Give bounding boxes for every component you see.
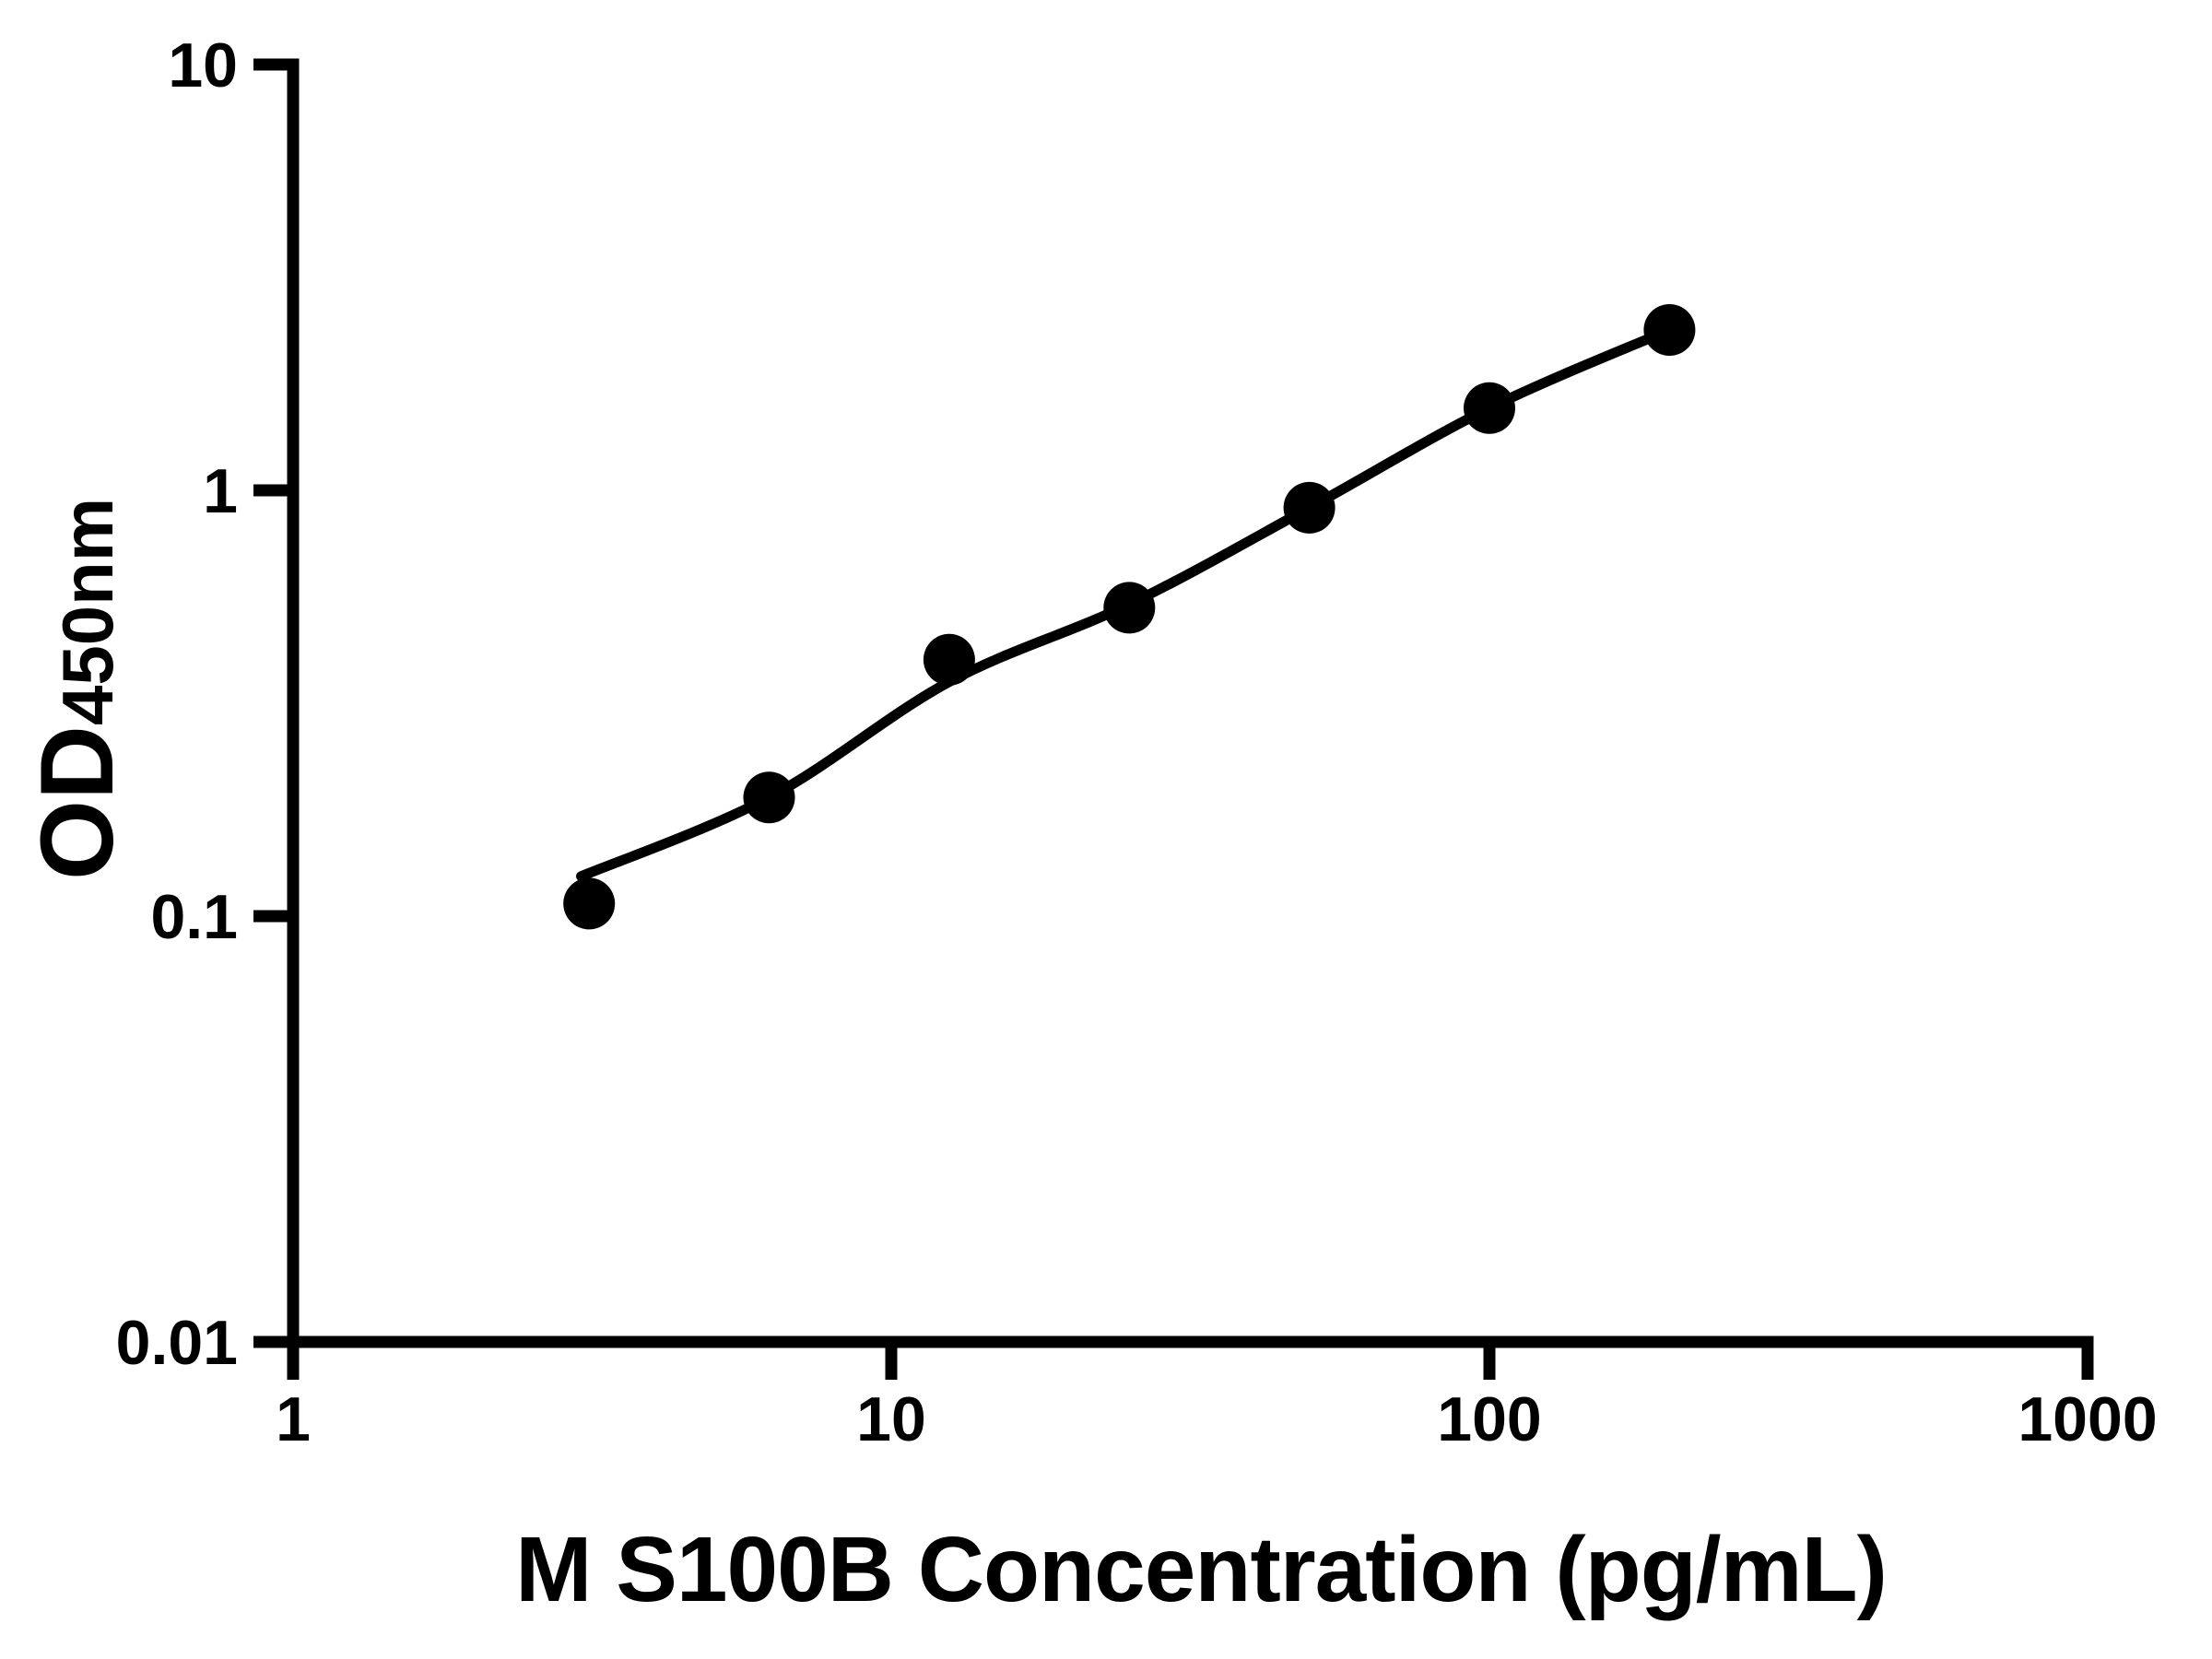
x-tick-group: 1 10 100 1000 [276,1342,2158,1454]
data-point [923,633,975,686]
plot-area [563,304,1696,930]
y-axis: 0.01 0.1 1 10 [116,30,300,1378]
y-tick-label: 1 [203,456,238,526]
y-axis-title-main: OD [19,725,135,880]
y-tick-label: 0.1 [150,882,238,952]
data-point [1103,582,1156,634]
x-axis-title: M S100B Concentration (pg/mL) [515,1518,1887,1621]
x-tick-label: 1000 [2018,1384,2157,1454]
x-tick-label: 10 [856,1384,926,1454]
x-axis: 1 10 100 1000 [276,1335,2158,1454]
x-tick-label: 100 [1437,1384,1541,1454]
y-axis-title-sub: 450nm [47,498,128,725]
data-points-group [563,304,1696,930]
x-tick-label: 1 [276,1384,311,1454]
y-axis-title: OD450nm [19,498,135,880]
y-tick-label: 10 [168,30,238,100]
y-tick-label: 0.01 [116,1308,238,1378]
data-point [1643,304,1696,356]
data-point [1464,382,1515,434]
data-point [743,771,795,824]
data-point [1283,481,1335,534]
data-point [563,877,616,930]
y-tick-group: 0.01 0.1 1 10 [116,30,300,1378]
